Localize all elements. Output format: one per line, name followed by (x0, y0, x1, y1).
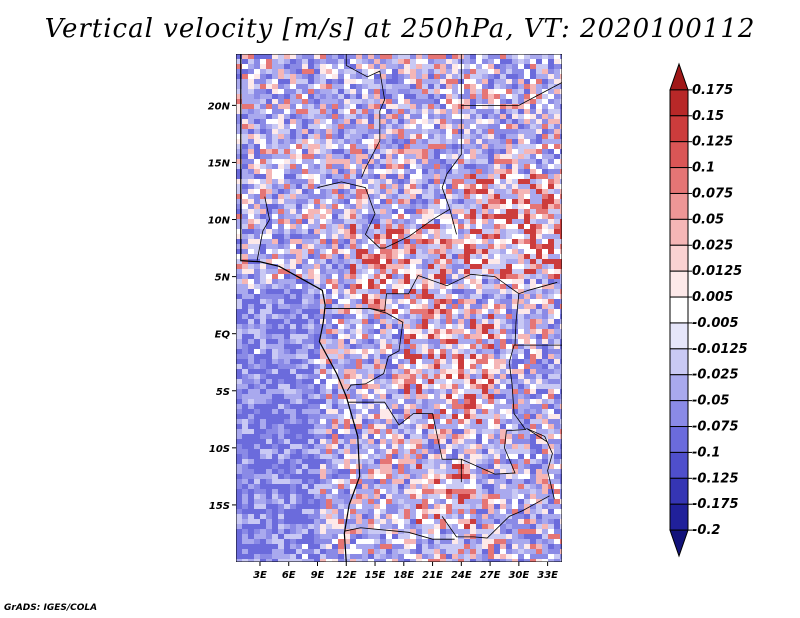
country-border (370, 273, 558, 312)
colorbar-segment (669, 348, 689, 376)
x-axis: 3E 6E 9E 12E 15E 18E 21E 24E 27E 30E 33E (253, 562, 558, 581)
y-tick-label: 15N (208, 158, 231, 169)
colorbar-label: 0.0125 (692, 264, 742, 279)
colorbar-segment (669, 244, 689, 272)
y-tick-label: 5N (215, 273, 231, 284)
x-tick-label: 18E (393, 570, 414, 581)
y-tick-label: EQ (215, 330, 231, 341)
y-tick-label: 15S (209, 501, 230, 512)
country-border (514, 293, 520, 346)
country-border (441, 495, 550, 539)
colorbar-segment (669, 167, 689, 194)
country-border (461, 344, 527, 475)
country-border (348, 401, 462, 483)
colorbar-label: -0.075 (692, 420, 739, 435)
colorbar-segment (669, 270, 689, 298)
x-tick-label: 30E (508, 570, 529, 581)
colorbar-label: -0.005 (692, 316, 739, 331)
colorbar-label: -0.025 (692, 368, 739, 383)
country-border (256, 196, 270, 261)
x-tick-label: 3E (253, 570, 267, 581)
country-border (325, 308, 404, 391)
colorbar-label: 0.025 (692, 238, 733, 253)
y-tick-label: 10N (208, 216, 231, 227)
x-tick-label: 24E (451, 570, 472, 581)
colorbar-segment (669, 115, 689, 143)
colorbar-label: -0.1 (692, 445, 720, 460)
y-tick-label: 20N (208, 101, 231, 112)
colorbar-label: 0.05 (692, 212, 724, 227)
footer-credit: GrADS: IGES/COLA (4, 603, 98, 613)
colorbar-segment (669, 192, 689, 220)
coastline (240, 54, 361, 562)
colorbar-segment (669, 141, 689, 169)
map-area (236, 54, 562, 562)
colorbar-label: 0.075 (692, 186, 733, 201)
colorbar-label: -0.175 (692, 497, 739, 512)
colorbar: 0.175 0.15 0.125 0.1 0.075 0.05 0.025 0.0125 0.0… (669, 62, 748, 558)
colorbar-label: 0.005 (692, 290, 733, 305)
colorbar-label: 0.175 (692, 83, 733, 98)
colorbar-segment (669, 426, 689, 453)
x-tick-label: 27E (480, 570, 501, 581)
colorbar-label: -0.125 (692, 471, 739, 486)
y-tick-label: 5S (216, 387, 230, 398)
colorbar-segment (669, 322, 689, 350)
country-border (526, 428, 555, 500)
colorbar-segment (669, 89, 689, 117)
colorbar-label: -0.2 (692, 523, 720, 538)
country-border (345, 54, 386, 178)
colorbar-segment (669, 296, 689, 324)
x-tick-label: 15E (365, 570, 386, 581)
colorbar-segment (669, 218, 689, 246)
y-axis: 20N 15N 10N 5N EQ 5S 10S 15S (208, 101, 236, 512)
colorbar-label: -0.0125 (692, 342, 748, 357)
colorbar-label: 0.15 (692, 109, 724, 124)
colorbar-segment (669, 503, 689, 531)
country-border (317, 181, 451, 249)
y-tick-label: 10S (209, 444, 230, 455)
chart-title: Vertical velocity [m/s] at 250hPa, VT: 2… (44, 14, 756, 44)
x-tick-label: 9E (311, 570, 325, 581)
x-tick-label: 6E (282, 570, 296, 581)
country-border (461, 82, 562, 106)
x-tick-label: 33E (537, 570, 558, 581)
x-tick-label: 21E (422, 570, 443, 581)
colorbar-arrow-top (669, 62, 689, 91)
colorbar-segment (669, 451, 689, 479)
x-tick-label: 12E (336, 570, 357, 581)
colorbar-label: -0.05 (692, 394, 729, 409)
colorbar-segment (669, 374, 689, 402)
colorbar-segment (669, 477, 689, 505)
colorbar-label: 0.125 (692, 135, 733, 150)
colorbar-arrow-bottom (669, 529, 689, 558)
colorbar-segment (669, 400, 689, 428)
country-border (344, 527, 455, 540)
colorbar-label: 0.1 (692, 161, 715, 176)
